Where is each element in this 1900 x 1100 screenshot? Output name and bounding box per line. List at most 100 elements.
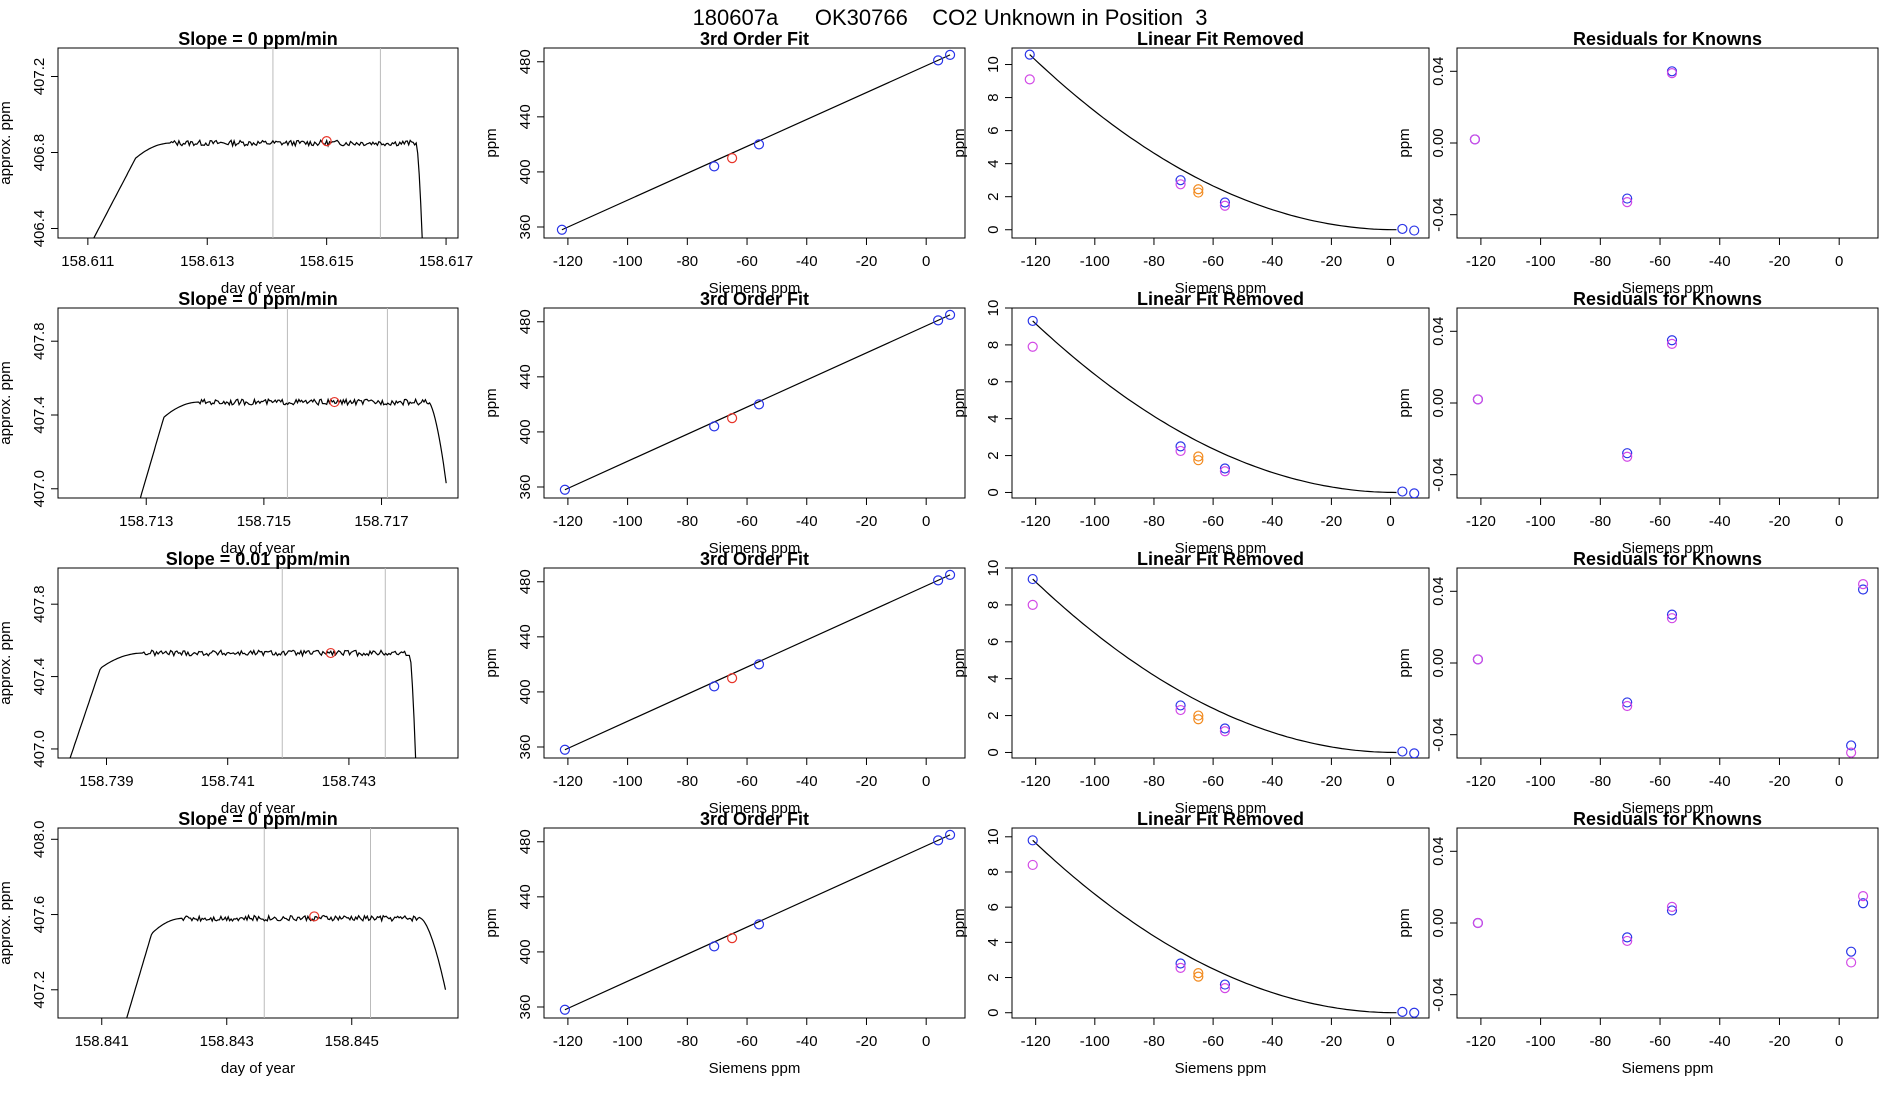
panel-title: 3rd Order Fit (700, 29, 809, 49)
y-tick-label: 2 (985, 711, 1002, 719)
panel-r4-c1: Slope = 0 ppm/min day of year approx. ppm 1… (0, 809, 459, 1077)
data-point (1175, 704, 1186, 716)
concentration-trace (126, 913, 447, 1018)
x-tick-label: -40 (1261, 773, 1283, 790)
x-tick-label: -120 (1466, 513, 1496, 530)
y-tick-label: 4 (985, 675, 1002, 683)
data-point (727, 933, 738, 944)
x-tick-label: -120 (1021, 253, 1051, 270)
x-axis-label: Siemens ppm (1622, 540, 1714, 557)
x-tick-label: -80 (676, 773, 698, 790)
y-tick-label: 407.4 (31, 658, 48, 696)
x-tick-label: 158.615 (300, 253, 354, 270)
data-point (1846, 747, 1857, 758)
y-tick-label: 360 (517, 994, 534, 1019)
y-tick-label: 407.0 (31, 730, 48, 768)
data-point (1857, 898, 1869, 909)
x-tick-label: -60 (1202, 253, 1224, 270)
x-tick-label: -40 (1261, 253, 1283, 270)
data-point (1857, 891, 1869, 902)
plot-area (1472, 579, 1869, 758)
x-tick-label: 158.617 (419, 253, 473, 270)
mean-point (325, 647, 336, 659)
data-point (1219, 197, 1231, 208)
x-axis-label: day of year (221, 540, 295, 557)
plot-area (126, 828, 447, 1018)
x-tick-label: -100 (613, 1033, 643, 1050)
y-tick-label: 6 (985, 638, 1002, 646)
data-point (1175, 700, 1186, 711)
y-axis-label: ppm (951, 128, 968, 157)
figure-title: 180607a OK30766 CO2 Unknown in Position … (693, 5, 1208, 30)
panel-title: 3rd Order Fit (700, 549, 809, 569)
data-point (1193, 187, 1204, 198)
x-tick-label: -20 (856, 513, 878, 530)
y-tick-label: 0.04 (1430, 577, 1447, 606)
panel-title: Residuals for Knowns (1573, 809, 1762, 829)
x-tick-label: -40 (1261, 513, 1283, 530)
x-tick-label: -120 (1021, 513, 1051, 530)
x-tick-label: 158.741 (201, 773, 255, 790)
y-tick-label: 10 (985, 300, 1002, 317)
y-tick-label: 8 (985, 93, 1002, 101)
x-tick-label: -20 (1769, 513, 1791, 530)
plot-frame (1011, 47, 1430, 239)
fit-line (561, 54, 951, 231)
y-tick-label: 407.8 (31, 585, 48, 623)
x-tick-label: -80 (1589, 513, 1611, 530)
panel-r1-c4: Residuals for Knowns Siemens ppm ppm -120 -1… (1396, 29, 1879, 297)
data-point (944, 49, 956, 60)
y-tick-label: 8 (985, 341, 1002, 349)
y-axis-label: ppm (483, 388, 500, 417)
data-point (1666, 905, 1678, 916)
y-tick-label: 480 (517, 569, 534, 594)
data-point (1027, 835, 1038, 846)
x-tick-label: -20 (1769, 253, 1791, 270)
y-tick-label: 10 (985, 560, 1002, 577)
data-point (1409, 1007, 1420, 1018)
x-tick-label: -40 (796, 1033, 818, 1050)
x-tick-label: -120 (1021, 773, 1051, 790)
data-point (1219, 463, 1231, 474)
y-tick-label: 0 (985, 1009, 1002, 1017)
x-tick-label: -60 (1202, 513, 1224, 530)
y-tick-label: 407.6 (31, 896, 48, 934)
data-point (1219, 979, 1231, 990)
plot-area (93, 48, 423, 238)
x-tick-label: -40 (1709, 253, 1731, 270)
y-tick-label: 400 (517, 679, 534, 704)
y-tick-label: 0 (985, 748, 1002, 756)
fit-curve (1029, 54, 1397, 231)
data-point (1472, 654, 1484, 665)
data-point (1409, 488, 1420, 498)
x-tick-label: -100 (1080, 1033, 1110, 1050)
x-tick-label: -120 (1021, 1033, 1051, 1050)
y-tick-label: 407.2 (31, 971, 48, 1009)
y-axis-label: ppm (951, 388, 968, 417)
panel-r2-c2: 3rd Order Fit Siemens ppm ppm -120 -100 -80 -6… (483, 289, 966, 557)
data-point (1472, 917, 1484, 929)
data-point (1409, 748, 1420, 758)
y-axis-label: ppm (951, 648, 968, 677)
data-point (1666, 338, 1678, 349)
x-tick-label: 158.845 (325, 1033, 379, 1050)
concentration-trace (93, 138, 423, 238)
y-tick-label: 406.8 (31, 134, 48, 172)
plot-frame (57, 307, 459, 499)
y-tick-label: 0.00 (1430, 128, 1447, 157)
panel-title: Linear Fit Removed (1137, 289, 1304, 309)
data-point (1397, 223, 1408, 235)
x-axis-label: Siemens ppm (1622, 1060, 1714, 1077)
y-tick-label: 0.00 (1430, 648, 1447, 677)
plot-area (1469, 66, 1678, 208)
y-tick-label: 6 (985, 378, 1002, 386)
plot-area (1472, 335, 1678, 462)
x-tick-label: -80 (1143, 773, 1165, 790)
x-axis-label: Siemens ppm (1175, 1060, 1267, 1077)
x-tick-label: -100 (1526, 1033, 1556, 1050)
panel-r4-c3: Linear Fit Removed Siemens ppm ppm -120 -100… (951, 809, 1430, 1077)
y-tick-label: 360 (517, 734, 534, 759)
y-tick-label: 4 (985, 415, 1002, 423)
x-tick-label: -20 (1321, 1033, 1343, 1050)
